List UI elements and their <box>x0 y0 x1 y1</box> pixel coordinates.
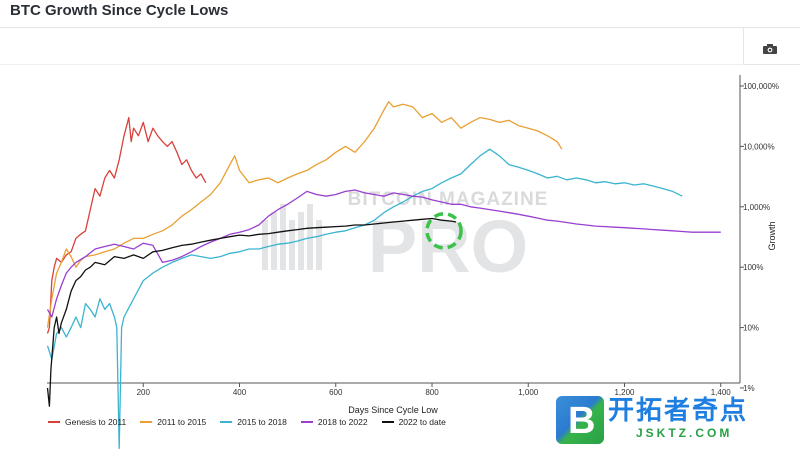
series-lines <box>46 101 721 450</box>
y-tick-label: 10% <box>743 324 759 333</box>
legend: Genesis to 2011 2011 to 2015 2015 to 2018 2… <box>48 417 446 427</box>
series-line-0 <box>46 116 207 334</box>
y-axis-title: Growth <box>767 221 777 250</box>
x-tick-label: 1,000 <box>518 388 539 397</box>
watermark-bar <box>298 212 304 270</box>
y-tick-label: 100% <box>743 263 763 272</box>
series-line-1 <box>46 101 563 328</box>
camera-icon[interactable] <box>763 44 777 54</box>
legend-swatch <box>300 421 313 423</box>
legend-label: 2022 to date <box>398 417 446 427</box>
y-tick-label: 10,000% <box>743 142 775 151</box>
legend-swatch <box>381 421 394 423</box>
legend-item-3[interactable]: 2018 to 2022 <box>300 417 368 427</box>
watermark-bar <box>271 212 277 270</box>
watermark-bar <box>316 220 322 270</box>
y-tick-label: 100,000% <box>743 82 779 91</box>
legend-item-1[interactable]: 2011 to 2015 <box>140 417 206 427</box>
watermark-bar <box>307 204 313 270</box>
series-line-3 <box>46 189 721 318</box>
watermark-bar <box>262 220 268 270</box>
watermark-bar <box>289 220 295 270</box>
legend-swatch <box>48 421 60 423</box>
series-line-4 <box>46 217 457 407</box>
legend-label: 2015 to 2018 <box>237 417 287 427</box>
legend-item-0[interactable]: Genesis to 2011 <box>48 417 126 427</box>
chart-title: BTC Growth Since Cycle Lows <box>10 2 229 19</box>
x-tick-label: 200 <box>137 388 151 397</box>
legend-label: Genesis to 2011 <box>65 417 127 427</box>
jsktz-logo: B <box>556 396 604 444</box>
y-tick-label: 1% <box>743 384 755 393</box>
x-tick-label: 1,400 <box>711 388 732 397</box>
legend-swatch <box>220 421 233 423</box>
title-divider <box>0 27 800 28</box>
watermark-bar <box>280 204 286 270</box>
axes: 200 400 600 800 1,000 1,200 1,400 1% 10% 100% 1,00… <box>47 75 779 415</box>
chart-toolbar <box>743 28 800 65</box>
site-name-cn: 开拓者奇点 <box>608 396 749 426</box>
jsktz-watermark: 开拓者奇点 JSKTZ.COM <box>608 396 748 440</box>
x-axis-title: Days Since Cycle Low <box>348 405 438 415</box>
legend-item-4[interactable]: 2022 to date <box>381 417 446 427</box>
legend-label: 2018 to 2022 <box>317 417 368 427</box>
site-url: JSKTZ.COM <box>636 426 733 440</box>
header-divider <box>0 64 743 65</box>
series-line-2 <box>46 148 683 450</box>
x-tick-label: 400 <box>233 388 247 397</box>
legend-swatch <box>140 421 153 423</box>
highlight-circle <box>425 212 463 250</box>
y-tick-label: 1,000% <box>743 203 770 212</box>
x-tick-label: 800 <box>425 388 439 397</box>
x-tick-label: 1,200 <box>614 388 635 397</box>
legend-item-2[interactable]: 2015 to 2018 <box>220 417 287 427</box>
x-tick-label: 600 <box>329 388 343 397</box>
legend-label: 2011 to 2015 <box>157 417 207 427</box>
